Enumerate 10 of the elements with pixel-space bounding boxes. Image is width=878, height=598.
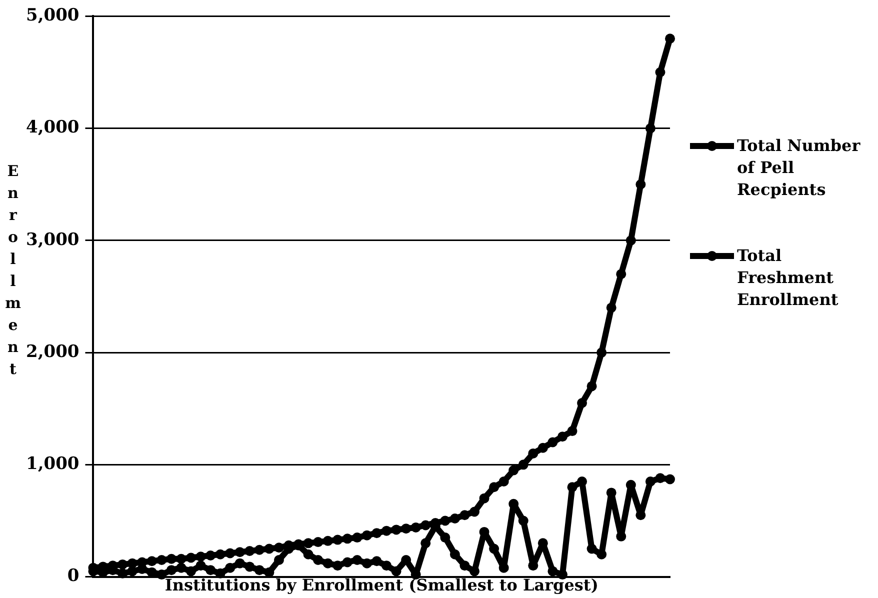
y-tick-label: 0: [67, 566, 80, 586]
legend-label: Total Freshment Enrollment: [737, 245, 840, 311]
y-tick-label: 1,000: [26, 454, 80, 474]
x-axis-title: Institutions by Enrollment (Smallest to Largest): [164, 576, 598, 595]
text: Enrollment: [5, 162, 21, 378]
y-tick-label: 2,000: [26, 342, 80, 362]
y-tick-label: 5,000: [26, 6, 80, 26]
legend-label: Total Number of Pell Recpients: [737, 135, 862, 201]
y-tick-label: 3,000: [26, 230, 80, 250]
y-tick-label: 4,000: [26, 118, 80, 138]
